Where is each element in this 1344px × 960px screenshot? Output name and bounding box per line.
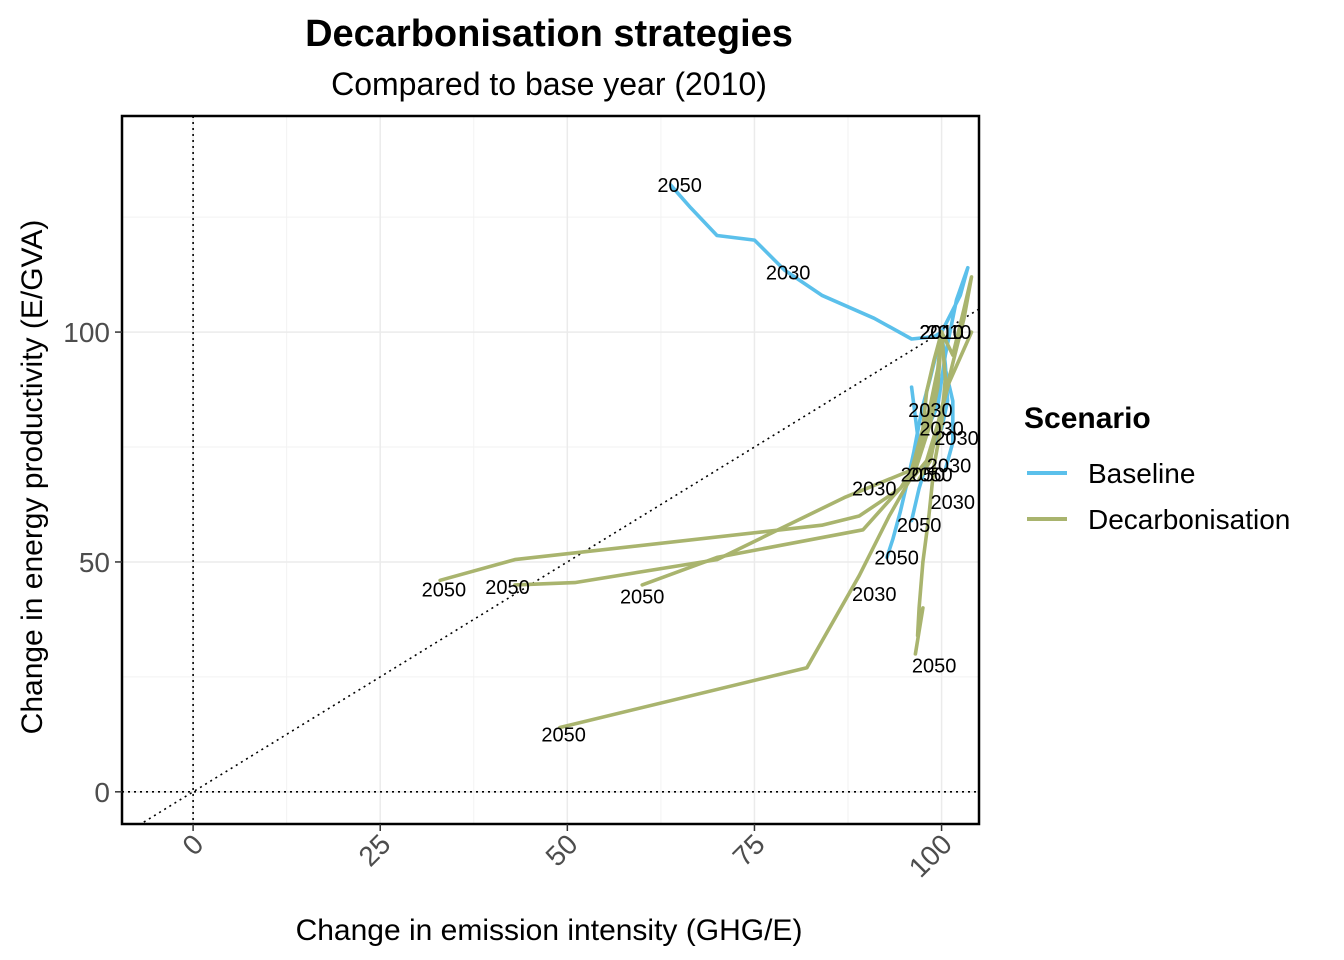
point-label: 2010: [919, 322, 964, 344]
point-label: 2050: [657, 175, 702, 197]
point-label: 2050: [422, 580, 467, 602]
legend-label-decarbonisation: Decarbonisation: [1088, 504, 1290, 535]
point-label: 2050: [620, 586, 665, 608]
point-label: 2050: [541, 724, 586, 746]
plot-panel-border: [120, 114, 981, 826]
y-tick-label: 0: [94, 777, 110, 808]
series-line-decarbonisation-10: [917, 275, 974, 481]
point-label: 2050: [874, 547, 919, 569]
point-label: 2030: [852, 478, 897, 500]
grid: [122, 116, 979, 824]
legend-label-baseline: Baseline: [1088, 458, 1195, 489]
point-label: 2010: [919, 322, 964, 344]
legend-title: Scenario: [1024, 402, 1151, 435]
ref-line-diagonal: [139, 308, 979, 824]
series-line-decarbonisation-11: [909, 330, 974, 481]
point-label: 2030: [931, 492, 976, 514]
series-line-baseline-0: [668, 183, 944, 341]
legend: Scenario Baseline Decarbonisation: [1024, 402, 1290, 535]
point-label: 2030: [908, 400, 953, 422]
point-labels: 2010203020502010203020502010203020502010…: [422, 175, 979, 746]
point-label: 2050: [912, 655, 957, 677]
y-tick-label: 50: [79, 547, 110, 578]
point-label: 2010: [919, 322, 964, 344]
point-label: 2030: [934, 428, 979, 450]
point-label: 2030: [852, 584, 897, 606]
y-axis-title: Change in energy productivity (E/GVA): [16, 220, 49, 735]
point-label: 2010: [927, 322, 972, 344]
reference-lines: [122, 116, 979, 824]
point-label: 2050: [897, 515, 942, 537]
y-tick-label: 100: [63, 317, 110, 348]
point-label: 2050: [485, 577, 530, 599]
point-label: 2030: [927, 455, 972, 477]
x-axis-title: Change in emission intensity (GHG/E): [296, 914, 803, 947]
chart-title: Decarbonisation strategies: [305, 13, 793, 55]
point-label: 2030: [919, 419, 964, 441]
chart-subtitle: Compared to base year (2010): [331, 66, 767, 102]
series-lines: [438, 183, 974, 730]
series-line-decarbonisation-8: [558, 330, 944, 730]
point-label: 2050: [901, 465, 946, 487]
point-label: 2030: [766, 262, 811, 284]
point-label: 2050: [908, 465, 953, 487]
